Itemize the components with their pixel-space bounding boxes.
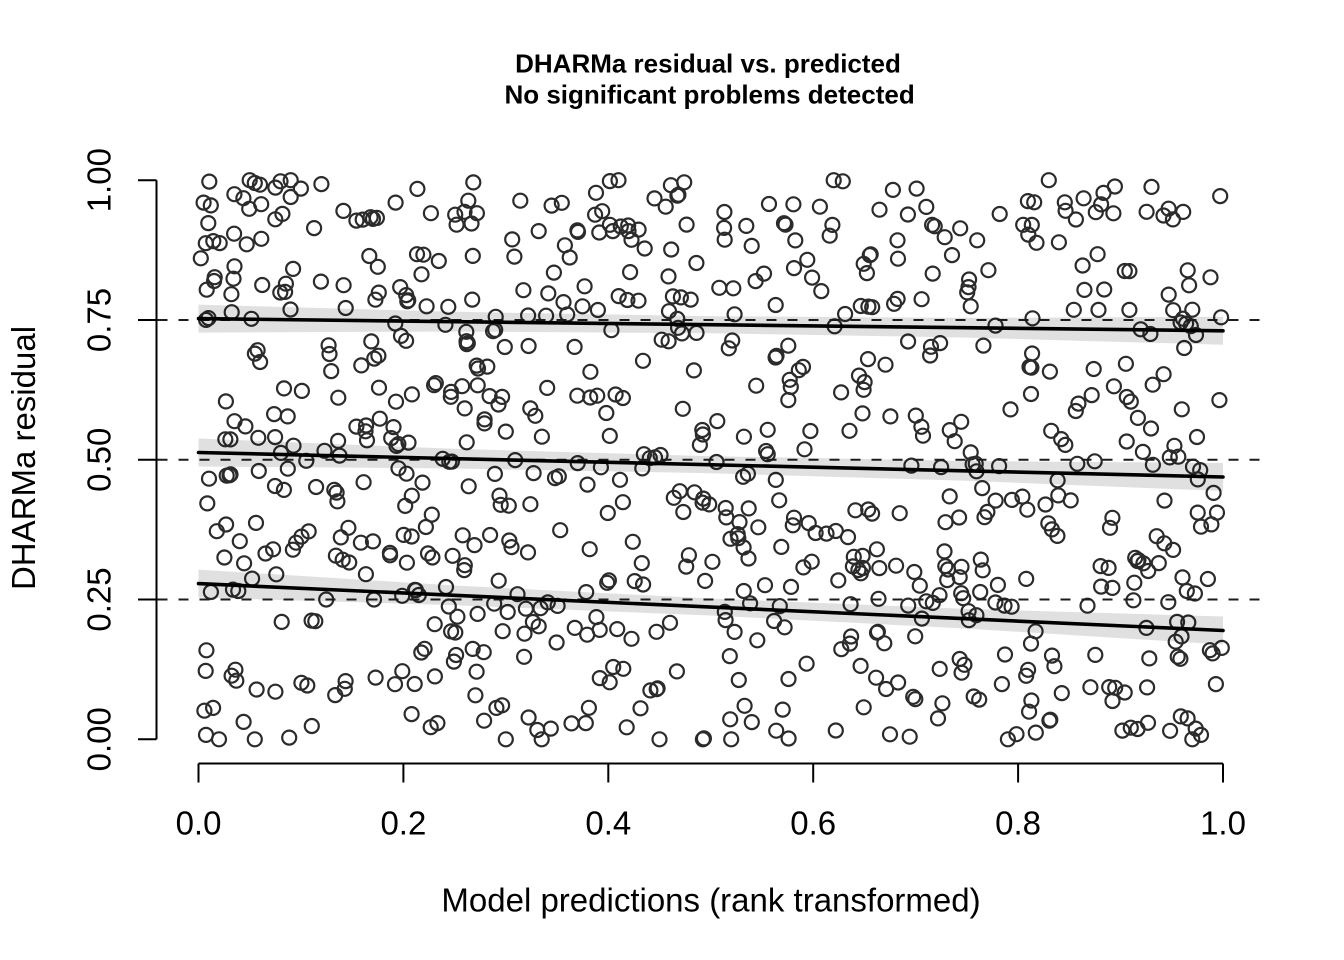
svg-text:1.0: 1.0	[1200, 804, 1246, 841]
svg-text:0.50: 0.50	[81, 428, 118, 492]
svg-text:0.8: 0.8	[995, 804, 1041, 841]
svg-text:No significant problems detect: No significant problems detected	[504, 80, 914, 110]
svg-text:0.0: 0.0	[176, 804, 222, 841]
svg-text:0.2: 0.2	[380, 804, 426, 841]
svg-text:0.75: 0.75	[81, 288, 118, 352]
svg-text:Model predictions (rank transf: Model predictions (rank transformed)	[441, 882, 980, 919]
svg-text:DHARMa residual vs. predicted: DHARMa residual vs. predicted	[515, 49, 901, 79]
svg-text:DHARMa residual: DHARMa residual	[5, 326, 42, 590]
svg-text:0.25: 0.25	[81, 567, 118, 631]
svg-text:0.6: 0.6	[790, 804, 836, 841]
svg-text:0.4: 0.4	[585, 804, 631, 841]
svg-text:1.00: 1.00	[81, 148, 118, 212]
svg-text:0.00: 0.00	[81, 707, 118, 771]
